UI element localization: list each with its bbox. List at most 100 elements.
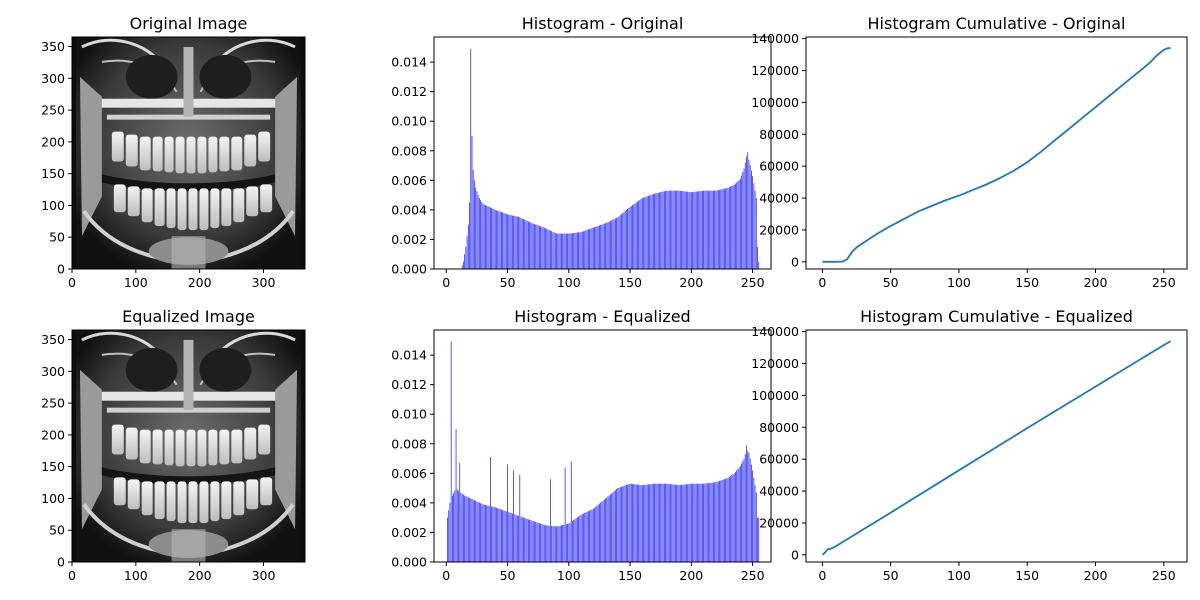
histogram-bar <box>668 483 670 562</box>
histogram-bar <box>681 190 682 269</box>
histogram-bar <box>706 483 708 562</box>
y-tick-label: 350 <box>41 39 65 54</box>
histogram-bar <box>743 168 745 269</box>
y-tick-label: 0.006 <box>391 173 427 188</box>
histogram-bar <box>537 522 539 562</box>
y-tick-label: 120000 <box>751 356 799 371</box>
histogram-bar <box>461 493 463 562</box>
histogram-bar <box>476 191 478 269</box>
histogram-bar <box>683 191 685 269</box>
histogram-bar <box>641 485 643 562</box>
y-tick-label: 100 <box>41 491 65 506</box>
histogram-bar <box>481 202 483 269</box>
histogram-bar <box>584 230 586 269</box>
histogram-bar <box>716 190 718 269</box>
histogram-bar <box>525 518 527 562</box>
panel-title: Histogram - Equalized <box>514 307 690 326</box>
histogram-bar <box>720 480 722 562</box>
histogram-bar <box>540 226 541 269</box>
histogram-bar <box>470 498 472 562</box>
histogram-bar <box>471 136 473 269</box>
histogram-bar <box>494 209 496 269</box>
histogram-bar <box>483 204 485 269</box>
histogram-bar <box>746 445 747 562</box>
histogram-bar <box>732 474 734 562</box>
histogram-bar <box>487 206 489 269</box>
histogram-bar <box>743 458 745 562</box>
histogram-bar <box>724 188 725 269</box>
histogram-bar <box>465 246 467 269</box>
histogram-bar <box>499 211 501 269</box>
histogram-bar <box>755 198 757 269</box>
histogram-bar <box>667 190 669 269</box>
histogram-bar <box>683 484 685 562</box>
histogram-bar <box>489 457 491 562</box>
histogram-bar <box>592 508 594 562</box>
histogram-bar <box>623 485 625 562</box>
axes-frame <box>805 329 1188 563</box>
histogram-bar <box>714 190 716 269</box>
histogram-bar <box>645 484 647 562</box>
histogram-bar <box>728 187 730 269</box>
histogram-bar <box>749 165 751 269</box>
histogram-bar <box>532 223 534 269</box>
histogram-bar <box>612 219 614 269</box>
x-tick-label: 250 <box>1152 275 1176 290</box>
histogram-bar <box>699 483 701 562</box>
histogram-bar <box>616 489 617 562</box>
histogram-bar <box>666 190 668 269</box>
x-tick-label: 250 <box>741 568 765 583</box>
histogram-bar <box>754 485 756 562</box>
histogram-bar <box>550 479 551 562</box>
histogram-bar <box>629 483 631 562</box>
histogram-bar <box>641 198 643 269</box>
histogram-bar <box>755 492 757 562</box>
histogram-bar <box>758 261 760 269</box>
histogram-bar <box>608 495 610 562</box>
histogram-bar <box>477 502 479 562</box>
y-tick-label: 200 <box>41 134 65 149</box>
histogram-bar <box>447 517 448 562</box>
histogram-bar <box>513 470 515 562</box>
histogram-bar <box>689 192 691 269</box>
y-tick-label: 0.014 <box>391 348 427 363</box>
histogram-bar <box>749 458 751 562</box>
x-tick-label: 50 <box>500 275 516 290</box>
histogram-bar <box>501 212 502 269</box>
histogram-bar <box>699 191 701 269</box>
histogram-bar <box>640 198 642 269</box>
histogram-bar <box>494 507 496 562</box>
histogram-bar <box>752 175 753 269</box>
histogram-bar <box>556 526 557 562</box>
histogram-bar <box>634 203 636 269</box>
x-tick-label: 200 <box>679 568 703 583</box>
y-tick-label: 50 <box>49 523 65 538</box>
histogram-bar <box>726 478 728 562</box>
histogram-bar <box>499 509 501 562</box>
histogram-bar <box>661 483 663 562</box>
histogram-bar <box>603 223 605 269</box>
histogram-bar <box>512 215 513 269</box>
axes-frame <box>805 36 1188 270</box>
x-tick-label: 0 <box>818 275 826 290</box>
histogram-bar <box>608 221 610 269</box>
histogram-bar <box>504 510 506 562</box>
histogram-bar <box>748 452 750 562</box>
x-tick-label: 150 <box>1015 568 1039 583</box>
y-tick-label: 150 <box>41 459 65 474</box>
histogram-bar <box>601 224 603 269</box>
histogram-bar <box>580 514 582 562</box>
histogram-bar <box>717 481 719 562</box>
histogram-bar <box>716 481 718 562</box>
x-tick-label: 100 <box>557 275 581 290</box>
histogram-bar <box>713 482 714 562</box>
panel-title: Histogram - Original <box>522 14 684 33</box>
histogram-bar <box>487 505 489 562</box>
histogram-bar <box>553 232 555 269</box>
histogram-bar <box>651 483 653 562</box>
histogram-bar <box>464 254 466 269</box>
histogram-bar <box>523 219 524 269</box>
x-tick-label: 50 <box>883 275 899 290</box>
y-tick-label: 0.006 <box>391 466 427 481</box>
histogram-bar <box>628 484 630 562</box>
